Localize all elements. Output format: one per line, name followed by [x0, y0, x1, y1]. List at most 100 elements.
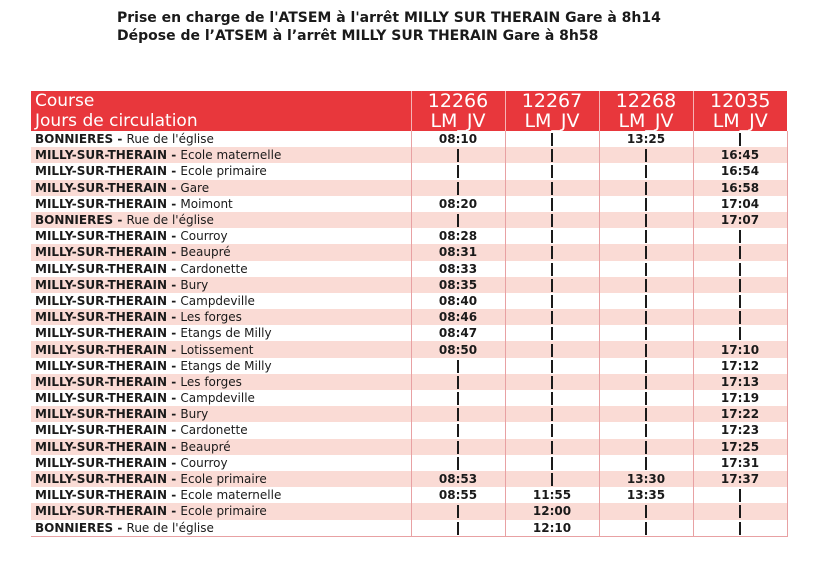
pass-through-bar-icon	[551, 343, 553, 357]
stop-name: MILLY-SUR-THERAIN - Beaupré	[31, 244, 411, 261]
pass-through-bar-icon	[457, 165, 459, 179]
pass-through-bar-icon	[551, 230, 553, 244]
time-cell: 08:33	[410, 260, 505, 277]
pass-through-bar-icon	[551, 214, 553, 228]
pass-through-bar-icon	[457, 149, 459, 163]
time-cell: 08:55	[410, 487, 505, 504]
no-stop-cell	[598, 211, 693, 229]
stop-name: MILLY-SUR-THERAIN - Lotissement	[31, 341, 411, 358]
no-stop-cell	[504, 325, 599, 342]
no-stop-cell	[598, 260, 693, 277]
timetable: Course Jours de circulation 12266 LM_JV …	[31, 91, 788, 537]
pass-through-bar-icon	[645, 359, 647, 373]
stop-name: MILLY-SUR-THERAIN - Etangs de Milly	[31, 325, 411, 341]
table-row: MILLY-SUR-THERAIN - Lotissement 08:50 17:1…	[31, 341, 788, 358]
no-stop-cell	[598, 276, 693, 293]
no-stop-cell	[410, 519, 505, 537]
pass-through-bar-icon	[551, 311, 553, 325]
run-header: 12268 LM_JV	[598, 90, 693, 131]
pass-through-bar-icon	[645, 181, 647, 195]
time-cell: 13:35	[598, 487, 693, 504]
time-cell: 17:04	[692, 195, 788, 212]
stop-town: MILLY-SUR-THERAIN -	[35, 391, 177, 406]
pass-through-bar-icon	[457, 359, 459, 373]
table-row: MILLY-SUR-THERAIN - Gare 16:58	[31, 179, 788, 196]
table-row: BONNIERES - Rue de l'église 17:07	[31, 211, 788, 229]
pass-through-bar-icon	[551, 262, 553, 276]
run-number: 12267	[521, 90, 583, 112]
time-cell: 16:58	[692, 179, 788, 196]
time-cell: 13:25	[598, 131, 693, 148]
pass-through-bar-icon	[551, 294, 553, 308]
stop-name: MILLY-SUR-THERAIN - Cardonette	[31, 422, 411, 438]
time-cell: 13:30	[598, 470, 693, 488]
stop-place: Bury	[180, 407, 209, 422]
table-row: BONNIERES - Rue de l'église 12:10	[31, 519, 788, 537]
stop-name: MILLY-SUR-THERAIN - Bury	[31, 406, 411, 423]
stop-place: Cardonette	[180, 261, 248, 276]
stop-name: MILLY-SUR-THERAIN - Etangs de Milly	[31, 358, 411, 374]
time-cell: 08:31	[410, 244, 505, 261]
no-stop-cell	[598, 357, 693, 374]
stop-name: MILLY-SUR-THERAIN - Ecole maternelle	[31, 487, 411, 503]
stop-town: MILLY-SUR-THERAIN -	[35, 439, 177, 454]
table-row: MILLY-SUR-THERAIN - Les forges 17:13	[31, 373, 788, 390]
time-cell: 17:22	[692, 406, 788, 423]
no-stop-cell	[504, 470, 599, 488]
table-row: MILLY-SUR-THERAIN - Moimont 08:20 17:04	[31, 195, 788, 212]
table-row: MILLY-SUR-THERAIN - Bury 08:35	[31, 276, 788, 293]
no-stop-cell	[598, 438, 693, 455]
pass-through-bar-icon	[551, 359, 553, 373]
stop-name: BONNIERES - Rue de l'église	[31, 211, 411, 229]
no-stop-cell	[410, 438, 505, 455]
no-stop-cell	[598, 341, 693, 358]
no-stop-cell	[410, 422, 505, 439]
time-cell: 11:55	[504, 487, 599, 504]
no-stop-cell	[598, 422, 693, 439]
stop-name: MILLY-SUR-THERAIN - Campdeville	[31, 293, 411, 309]
stop-town: BONNIERES -	[35, 132, 123, 147]
time-cell: 12:00	[504, 503, 599, 520]
pass-through-bar-icon	[551, 165, 553, 179]
time-cell: 17:23	[692, 422, 788, 439]
pass-through-bar-icon	[457, 440, 459, 454]
run-number: 12268	[615, 90, 677, 112]
stop-town: MILLY-SUR-THERAIN -	[35, 358, 177, 373]
stop-place: Etangs de Milly	[180, 326, 272, 341]
pass-through-bar-icon	[551, 392, 553, 406]
stop-town: MILLY-SUR-THERAIN -	[35, 310, 177, 325]
time-cell: 08:46	[410, 309, 505, 326]
pass-through-bar-icon	[645, 246, 647, 260]
time-cell: 08:53	[410, 470, 505, 488]
no-stop-cell	[598, 244, 693, 261]
run-header: 12266 LM_JV	[410, 91, 505, 131]
no-stop-cell	[598, 147, 693, 164]
stop-name: MILLY-SUR-THERAIN - Gare	[31, 179, 411, 196]
no-stop-cell	[504, 163, 599, 180]
pass-through-bar-icon	[739, 294, 741, 308]
no-stop-cell	[504, 292, 599, 310]
stop-town: MILLY-SUR-THERAIN -	[35, 245, 177, 260]
table-row: MILLY-SUR-THERAIN - Ecole primaire 12:00	[31, 503, 788, 520]
no-stop-cell	[598, 406, 693, 423]
stop-place: Lotissement	[180, 342, 254, 357]
no-stop-cell	[504, 373, 599, 390]
stop-name: MILLY-SUR-THERAIN - Ecole primaire	[31, 503, 411, 520]
pass-through-bar-icon	[645, 294, 647, 308]
pass-through-bar-icon	[551, 375, 553, 389]
no-stop-cell	[504, 260, 599, 277]
stop-place: Campdeville	[180, 293, 255, 308]
run-number: 12035	[710, 90, 771, 112]
no-stop-cell	[598, 179, 693, 196]
pass-through-bar-icon	[457, 392, 459, 406]
time-cell: 16:45	[692, 147, 788, 164]
no-stop-cell	[692, 260, 788, 277]
no-stop-cell	[410, 454, 505, 471]
no-stop-cell	[504, 390, 599, 407]
table-row: MILLY-SUR-THERAIN - Ecole primaire 08:53 1…	[31, 470, 788, 488]
days-label: Jours de circulation	[35, 111, 198, 131]
table-row: MILLY-SUR-THERAIN - Beaupré 08:31	[31, 244, 788, 261]
stop-name: MILLY-SUR-THERAIN - Moimont	[31, 196, 411, 212]
no-stop-cell	[598, 519, 693, 537]
table-row: MILLY-SUR-THERAIN - Ecole maternelle 08:5…	[31, 487, 788, 504]
